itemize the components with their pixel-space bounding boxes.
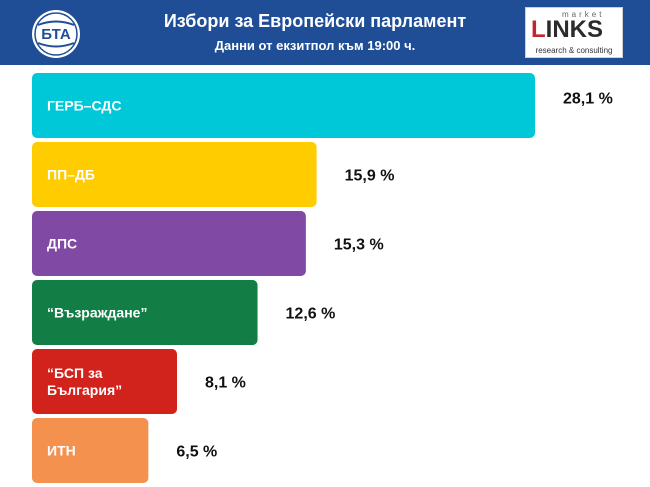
bar-category-label: ГЕРБ–СДС bbox=[47, 98, 121, 114]
bar-category-label: ПП–ДБ bbox=[47, 167, 95, 183]
bar-value-label: 8,1 % bbox=[205, 375, 246, 392]
bar bbox=[32, 142, 317, 207]
logo-tagline: research & consulting bbox=[535, 46, 613, 55]
bta-logo: БТА bbox=[32, 10, 80, 58]
bar-category-label: “БСП за bbox=[47, 365, 103, 381]
logo-links-text: LINKS bbox=[531, 16, 604, 43]
bar-value-label: 15,3 % bbox=[334, 237, 384, 254]
bar-value-label: 28,1 % bbox=[563, 91, 613, 108]
bar bbox=[32, 418, 149, 483]
bar bbox=[32, 73, 535, 138]
bar bbox=[32, 211, 306, 276]
bar-value-label: 12,6 % bbox=[286, 306, 336, 323]
bar-category-label: България” bbox=[47, 382, 122, 398]
results-bar-chart: ГЕРБ–СДС 28,1 % ПП–ДБ 15,9 % ДПС 15,3 % “Възра… bbox=[32, 73, 613, 483]
bta-logo-text: БТА bbox=[41, 26, 71, 43]
bar-category-label: ИТН bbox=[47, 443, 76, 459]
bar bbox=[32, 349, 177, 414]
logo-market-text: market bbox=[562, 10, 605, 19]
bar-value-label: 6,5 % bbox=[176, 444, 217, 461]
header-banner: БТА Избори за Европейски парламент Данни… bbox=[0, 0, 650, 65]
bar-category-label: “Възраждане” bbox=[47, 305, 147, 321]
page-title: Избори за Европейски парламент bbox=[163, 11, 467, 31]
bar-category-label: ДПС bbox=[47, 236, 77, 252]
bar bbox=[32, 280, 258, 345]
page-subtitle: Данни от екзитпол към 19:00 ч. bbox=[214, 38, 416, 53]
bar-value-label: 15,9 % bbox=[345, 168, 395, 185]
market-links-logo: market LINKS research & consulting bbox=[525, 7, 623, 58]
